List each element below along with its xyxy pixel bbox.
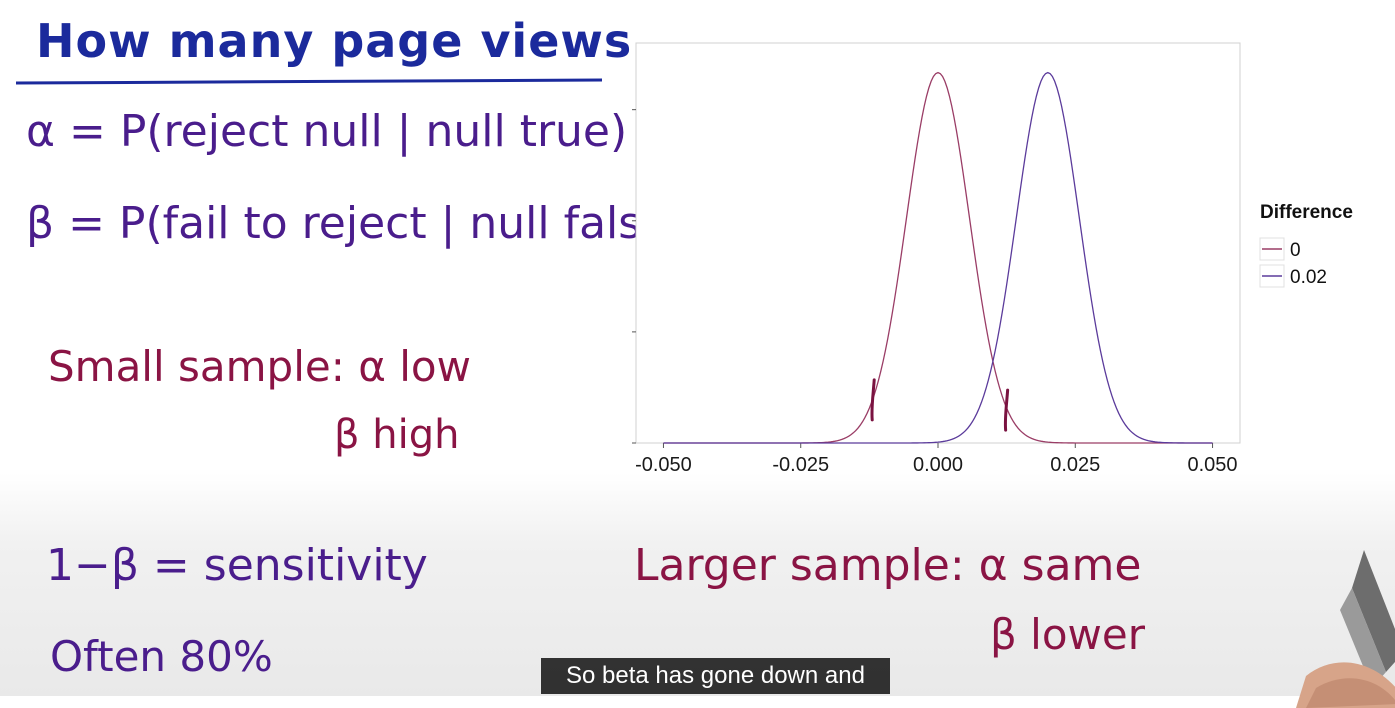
notes-title: How many page views xyxy=(36,14,633,68)
often-note: Often 80% xyxy=(50,632,273,681)
larger-sample-line1: Larger sample: α same xyxy=(634,540,1142,591)
x-tick-label-3: 0.025 xyxy=(1050,454,1100,476)
x-tick-label-4: 0.050 xyxy=(1188,454,1238,476)
critical-mark-0 xyxy=(870,378,876,422)
video-caption: So beta has gone down and xyxy=(541,658,890,694)
plot-panel xyxy=(635,42,1241,444)
larger-sample-line2: β lower xyxy=(990,610,1145,659)
alpha-definition: α = P(reject null | null true) xyxy=(26,106,628,157)
x-tick-label-1: -0.025 xyxy=(772,454,829,476)
critical-mark-1 xyxy=(1003,388,1010,432)
x-tick-label-0: -0.050 xyxy=(635,454,692,476)
legend-label-1: 0.02 xyxy=(1290,267,1327,288)
sensitivity-note: 1−β = sensitivity xyxy=(46,540,428,591)
legend-title: Difference xyxy=(1260,202,1353,223)
beta-definition: β = P(fail to reject | null false) xyxy=(26,198,686,249)
pen-icon xyxy=(1296,550,1395,708)
x-tick-label-2: 0.000 xyxy=(913,454,963,476)
small-sample-line1: Small sample: α low xyxy=(48,342,471,391)
small-sample-line2: β high xyxy=(334,412,460,458)
series-line-1 xyxy=(663,71,1213,444)
title-underline xyxy=(15,78,603,85)
legend-label-0: 0 xyxy=(1290,240,1301,261)
distribution-chart: -0.050 -0.025 0.000 0.025 0.050 Difference 0 0.… xyxy=(632,42,1353,476)
